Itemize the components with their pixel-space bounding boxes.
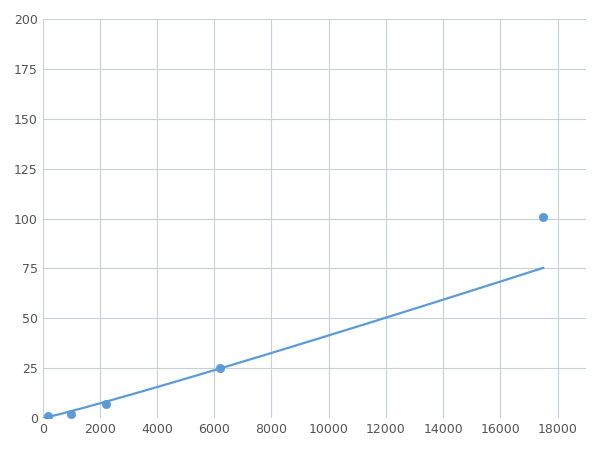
Point <box>538 213 548 220</box>
Point <box>101 400 110 408</box>
Point <box>215 365 225 372</box>
Point <box>67 411 76 418</box>
Point <box>44 413 53 420</box>
